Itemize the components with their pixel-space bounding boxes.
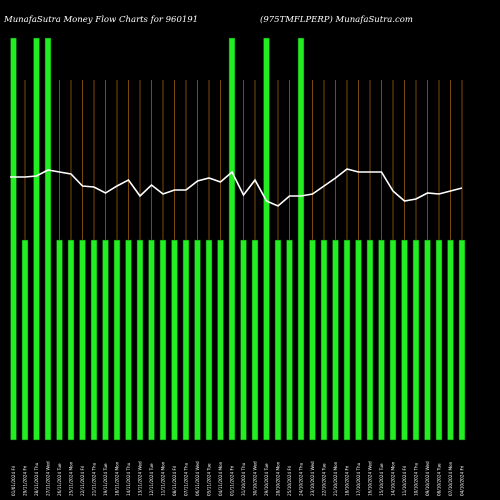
date-tick-label: 30/10/2024 Wed [253,461,258,496]
money-flow-bar [102,239,109,441]
date-tick-label: 04/10/2024 Fri [460,466,465,496]
money-flow-bar [424,239,431,441]
money-flow-bar [412,239,420,441]
money-flow-bar [10,37,17,441]
chart-title: MunafaSutra Money Flow Charts for 960191 [3,15,198,25]
money-flow-bar [263,37,270,441]
money-flow-bar [217,239,224,441]
date-tick-label: 07/11/2024 Thu [184,462,189,496]
date-tick-label: 05/11/2024 Tue [207,463,212,496]
money-flow-bar [194,239,201,441]
money-flow-bar [389,239,397,441]
money-flow-bar [113,239,121,441]
money-flow-bar [297,37,305,441]
date-tick-label: 19/11/2024 Tue [103,463,108,496]
date-tick-label: 26/11/2024 Tue [57,463,62,496]
money-flow-bar [332,239,339,441]
date-tick-label: 09/10/2024 Wed [425,461,430,496]
money-flow-bar [205,239,213,441]
money-flow-bar [228,37,236,441]
money-flow-bar [378,239,385,441]
date-tick-label: 01/01/2024 Fri [11,466,16,496]
date-tick-label: 21/11/2024 Thu [92,462,97,496]
money-flow-bar [171,239,178,441]
money-flow-bar [355,239,362,441]
money-flow-bar [401,239,408,441]
date-tick-label: 31/10/2024 Thu [241,462,246,496]
money-flow-bar [274,239,282,441]
price-line [10,168,463,207]
date-tick-label: 29/11/2024 Fri [23,466,28,496]
date-tick-label: 24/10/2024 Thu [299,462,304,496]
money-flow-bar [21,239,29,441]
date-tick-label: 18/10/2024 Fri [345,466,350,496]
date-tick-label: 28/11/2024 Thu [34,462,39,496]
date-tick-label: 11/11/2024 Mon [161,461,166,496]
date-tick-label: 22/11/2024 Fri [80,466,85,496]
date-tick-label: 14/10/2024 Mon [391,461,396,496]
money-flow-bar [79,239,86,441]
money-flow-bars [10,37,466,441]
date-tick-label: 13/11/2024 Wed [138,461,143,496]
money-flow-bar [435,239,443,441]
money-flow-bar [366,239,374,441]
date-tick-label: 16/10/2024 Wed [368,461,373,496]
date-tick-label: 06/11/2024 Wed [195,461,200,496]
money-flow-bar [44,37,52,441]
money-flow-bar [33,37,40,441]
money-flow-bar [447,239,454,441]
money-flow-bar [309,239,316,441]
money-flow-bar [159,239,167,441]
date-tick-label: 14/11/2024 Thu [126,462,131,496]
money-flow-bar [67,239,75,441]
date-tick-label: 29/10/2024 Tue [264,463,269,496]
money-flow-bar [251,239,259,441]
date-tick-label: 08/11/2024 Fri [172,466,177,496]
date-tick-label: 11/10/2024 Fri [402,466,407,496]
date-tick-label: 08/10/2024 Tue [437,463,442,496]
date-tick-label: 21/10/2024 Mon [333,461,338,496]
date-tick-label: 28/10/2024 Mon [276,461,281,496]
money-flow-bar [56,239,63,441]
money-flow-bar [182,239,190,441]
money-flow-bar [136,239,144,441]
date-tick-label: 25/11/2024 Mon [69,461,74,496]
money-flow-bar [458,239,466,441]
money-flow-bar [320,239,328,441]
date-tick-label: 17/10/2024 Thu [356,462,361,496]
money-flow-bar [125,239,132,441]
date-tick-label: 22/10/2024 Tue [322,463,327,496]
date-tick-label: 23/10/2024 Wed [310,461,315,496]
money-flow-bar [148,239,155,441]
money-flow-bar [90,239,98,441]
money-flow-bar [343,239,351,441]
date-tick-label: 18/11/2024 Mon [115,461,120,496]
date-tick-label: 12/11/2024 Tue [149,463,154,496]
date-tick-label: 25/10/2024 Fri [287,466,292,496]
date-tick-label: 10/10/2024 Thu [414,462,419,496]
date-tick-label: 07/10/2024 Mon [448,461,453,496]
date-tick-label: 01/11/2024 Fri [230,466,235,496]
chart-subtitle: (975TMFLPERP) MunafaSutra.com [260,14,413,25]
date-labels: 01/01/2024 Fri 29/11/2024 Fri 28/11/2024 T… [11,461,465,496]
date-tick-label: 04/11/2024 Mon [218,461,223,496]
money-flow-bar [240,239,247,441]
date-tick-label: 15/10/2024 Tue [379,463,384,496]
money-flow-bar [286,239,293,441]
date-tick-label: 27/11/2024 Wed [46,461,51,496]
